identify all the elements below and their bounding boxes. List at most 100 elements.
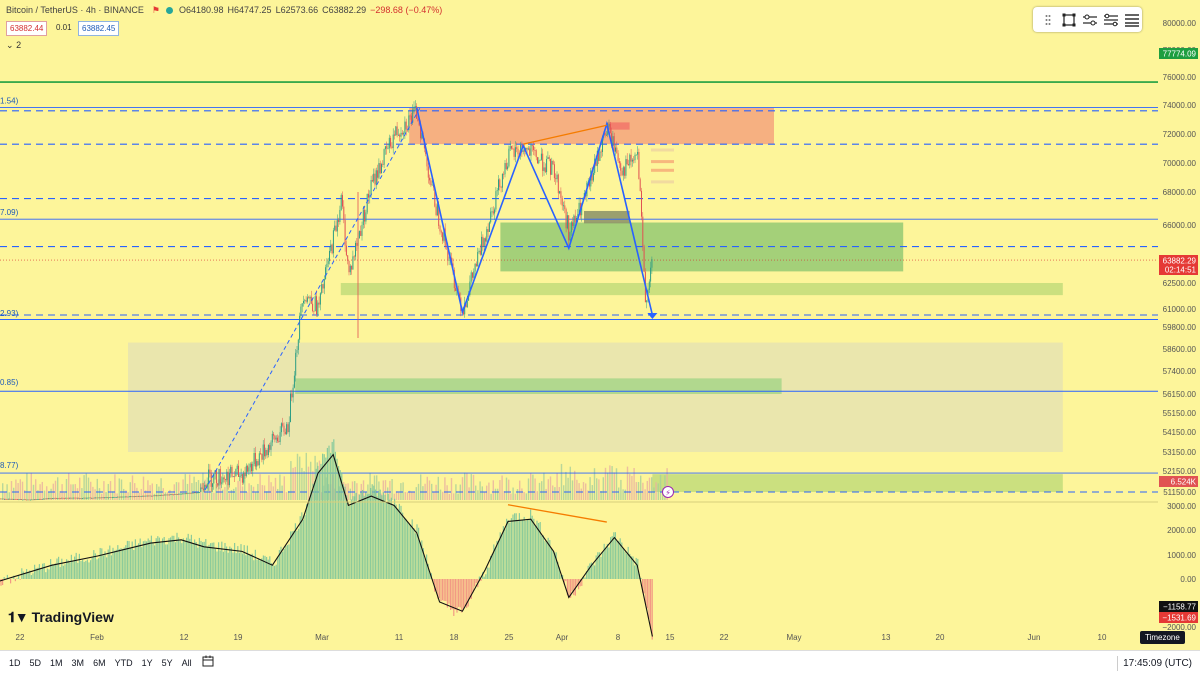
volume-bar — [611, 466, 613, 500]
indicators-toggle[interactable]: ⌄ 2 — [6, 40, 21, 51]
small-zone-marker — [651, 148, 674, 152]
oscillator-bar — [19, 579, 21, 580]
oscillator-bar — [194, 539, 196, 579]
volume-bar — [230, 489, 233, 500]
candle-body — [71, 497, 73, 499]
candle-body — [499, 179, 501, 187]
price-chart[interactable]: ⚡ 80000.0078000.0076000.0074000.0072000.… — [0, 0, 1200, 650]
candle-body — [538, 160, 540, 164]
oscillator-bar — [235, 553, 237, 579]
candle-body — [322, 284, 324, 289]
oscillator-bar — [523, 516, 525, 579]
oscillator-bar — [294, 523, 296, 579]
oscillator-bar — [117, 545, 119, 579]
drag-handle-icon[interactable] — [1037, 11, 1058, 29]
volume-bar — [483, 491, 486, 500]
volume-bar — [30, 472, 32, 500]
filter-lines-icon[interactable] — [1100, 11, 1121, 29]
oscillator-bar — [467, 579, 469, 607]
volume-bar — [235, 487, 237, 500]
oscillator-bar — [264, 555, 266, 579]
oscillator-bar — [504, 529, 506, 579]
candle-body — [439, 225, 441, 232]
oscillator-divergence-line — [507, 504, 607, 523]
volume-bar — [303, 471, 305, 500]
price-tick: 54150.00 — [1163, 428, 1197, 437]
oscillator-bar — [83, 561, 85, 579]
oscillator-bar — [390, 497, 392, 579]
candle-body — [349, 265, 351, 273]
range-6m[interactable]: 6M — [93, 658, 106, 668]
oscillator-bar — [552, 550, 554, 579]
calendar-icon[interactable] — [202, 654, 214, 672]
menu-lines-icon[interactable] — [1121, 11, 1142, 29]
candle-body — [11, 498, 13, 500]
sell-price-button[interactable]: 63882.44 — [6, 21, 48, 36]
symbol-header[interactable]: Bitcoin / TetherUS · 4h · BINANCE ⚑ O64180… — [6, 5, 446, 16]
flag-icon[interactable]: ⚑ — [151, 5, 160, 15]
oscillator-bar — [493, 544, 495, 579]
range-all[interactable]: All — [181, 658, 192, 668]
candle-body — [36, 499, 38, 501]
oscillator-bar — [2, 579, 4, 586]
candle-body — [88, 497, 90, 499]
range-ytd[interactable]: YTD — [114, 658, 133, 668]
volume-bar — [417, 483, 420, 500]
oscillator-bar — [126, 540, 128, 579]
candle-body — [509, 146, 511, 149]
oscillator-bar — [165, 544, 167, 579]
volume-bar — [83, 475, 85, 500]
oscillator-bar — [502, 526, 504, 579]
candle-body — [611, 133, 613, 147]
range-3m[interactable]: 3M — [71, 658, 85, 668]
range-1y[interactable]: 1Y — [141, 658, 153, 668]
oscillator-bar — [243, 545, 245, 579]
selection-icon[interactable] — [1058, 11, 1079, 29]
candle-body — [67, 497, 69, 499]
candle-body — [511, 146, 512, 149]
price-axis[interactable]: 80000.0078000.0076000.0074000.0072000.00… — [1162, 19, 1196, 632]
oscillator-bar — [525, 520, 527, 579]
candle-body — [520, 144, 522, 156]
bottom-separator — [1117, 656, 1118, 671]
candle-body — [260, 453, 262, 455]
candle-body — [239, 476, 241, 477]
range-1d[interactable]: 1D — [9, 658, 21, 668]
candle-body — [122, 496, 124, 498]
candle-body — [48, 498, 50, 500]
oscillator-bar — [395, 504, 397, 579]
oscillator-bar — [557, 561, 559, 579]
tradingview-logo[interactable]: 𝟏▼ TradingView — [8, 609, 114, 626]
volume-bar — [147, 480, 149, 500]
candle-body — [208, 469, 210, 485]
candle-body — [247, 465, 249, 472]
oscillator-bar — [171, 535, 173, 579]
candle-body — [225, 479, 226, 481]
time-tick: Jun — [1028, 633, 1041, 642]
utc-clock[interactable]: 17:45:09 (UTC) — [1123, 657, 1192, 669]
time-axis[interactable]: 22Feb1219Mar111825Apr81522May1320Jun1017 — [16, 633, 1174, 642]
oscillator-bar — [339, 470, 341, 579]
oscillator-bar — [154, 545, 156, 579]
settings-lines-icon[interactable] — [1079, 11, 1100, 29]
oscillator-bar — [115, 549, 117, 579]
candle-body — [238, 465, 239, 477]
range-5d[interactable]: 5D — [29, 658, 42, 668]
candle-body — [524, 150, 525, 152]
oscillator-bar — [426, 554, 428, 579]
buy-price-button[interactable]: 63882.45 — [78, 21, 120, 36]
volume-bar — [70, 484, 72, 500]
symbol-title[interactable]: Bitcoin / TetherUS · 4h · BINANCE — [6, 5, 144, 15]
price-tick: 51150.00 — [1163, 488, 1196, 497]
volume-bar — [490, 493, 492, 500]
volume-bar — [409, 490, 411, 500]
time-tick: 22 — [16, 633, 25, 642]
candle-body — [200, 487, 202, 493]
oscillator-bar — [261, 558, 263, 579]
range-5y[interactable]: 5Y — [161, 658, 173, 668]
price-tick: 55150.00 — [1163, 409, 1197, 418]
range-1m[interactable]: 1M — [50, 658, 63, 668]
candle-body — [87, 497, 89, 499]
volume-bar — [596, 478, 598, 500]
candle-body — [340, 195, 342, 210]
